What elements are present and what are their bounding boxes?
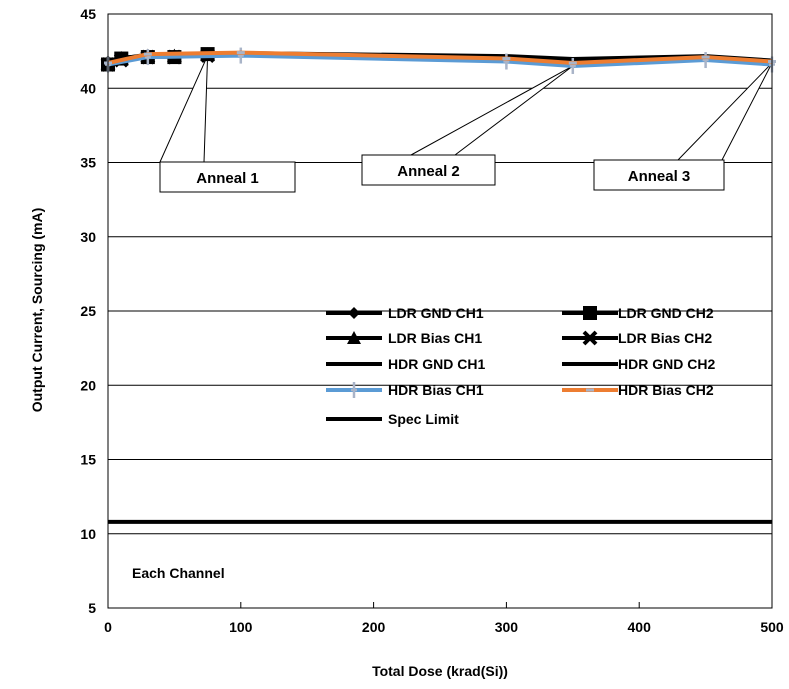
legend-entry: HDR GND CH1	[326, 356, 485, 372]
legend-marker	[351, 382, 357, 398]
legend-label: HDR GND CH1	[388, 356, 485, 372]
plot-frame	[107, 13, 773, 609]
legend-label: LDR GND CH2	[618, 305, 714, 321]
series-layer	[100, 47, 776, 524]
y-tick-label: 15	[80, 452, 96, 468]
legend-entry: HDR Bias CH1	[326, 382, 484, 398]
x-tick-label: 500	[760, 619, 784, 635]
x-axis-label: Total Dose (krad(Si))	[372, 663, 508, 679]
legend-entry: LDR GND CH2	[562, 305, 714, 321]
y-tick-label: 10	[80, 526, 96, 542]
data-point	[503, 53, 510, 70]
legend-layer: LDR GND CH1 LDR GND CH2 LDR Bias CH1 LDR Bi…	[326, 305, 715, 427]
legend-label: LDR Bias CH1	[388, 330, 482, 346]
callout-pointer	[410, 65, 574, 156]
callout-box	[361, 154, 496, 186]
x-tick-label: 100	[229, 619, 253, 635]
data-point	[237, 47, 244, 64]
callout-layer: Anneal 1 Anneal 2 Anneal 3 Each Channel	[132, 55, 773, 581]
diamond-marker	[348, 307, 360, 319]
y-tick-label: 40	[80, 80, 96, 96]
callout-label: Anneal 2	[397, 163, 460, 180]
legend-entry: HDR GND CH2	[562, 356, 715, 372]
legend-marker	[348, 307, 360, 319]
triangle-marker	[347, 331, 361, 344]
data-point	[569, 57, 576, 74]
callout-label: Anneal 3	[628, 168, 691, 185]
callout-pointer	[676, 62, 773, 161]
x-tick-label: 200	[362, 619, 386, 635]
y-tick-label: 5	[88, 600, 96, 616]
square-marker	[583, 306, 597, 320]
x-tick-label: 300	[495, 619, 519, 635]
y-tick-label: 35	[80, 155, 96, 171]
callout-label: Anneal 1	[196, 170, 259, 187]
legend-entry: HDR Bias CH2	[562, 382, 714, 398]
y-tick-label: 25	[80, 303, 96, 319]
legend-label: Spec Limit	[388, 411, 459, 427]
x-tick-label: 400	[628, 619, 652, 635]
legend-marker	[583, 306, 597, 320]
legend-entry: Spec Limit	[326, 411, 459, 427]
y-tick-label: 45	[80, 6, 96, 22]
legend-label: HDR Bias CH1	[388, 382, 484, 398]
legend-label: LDR GND CH1	[388, 305, 484, 321]
legend-label: LDR Bias CH2	[618, 330, 712, 346]
y-tick-label: 30	[80, 229, 96, 245]
y-axis-label: Output Current, Sourcing (mA)	[29, 208, 45, 413]
x-tick-label: 0	[104, 619, 112, 635]
callout-pointer	[159, 55, 209, 163]
x-marker-stroke	[582, 330, 598, 346]
legend-entry: LDR Bias CH1	[326, 330, 482, 346]
legend-label: HDR Bias CH2	[618, 382, 714, 398]
legend-entry: LDR Bias CH2	[562, 330, 712, 346]
note-label: Each Channel	[132, 565, 225, 581]
y-tick-label: 20	[80, 377, 96, 393]
legend-marker	[582, 330, 598, 346]
legend-entry: LDR GND CH1	[326, 305, 484, 321]
legend-marker	[347, 331, 361, 344]
legend-label: HDR GND CH2	[618, 356, 715, 372]
data-point	[702, 52, 709, 69]
data-point	[144, 49, 151, 66]
axis-layer: 5 10 15 20 25 30 35 40 45 0 100 200 300 400 500	[80, 6, 783, 635]
callout-box	[159, 161, 296, 193]
callout-box	[593, 159, 725, 191]
